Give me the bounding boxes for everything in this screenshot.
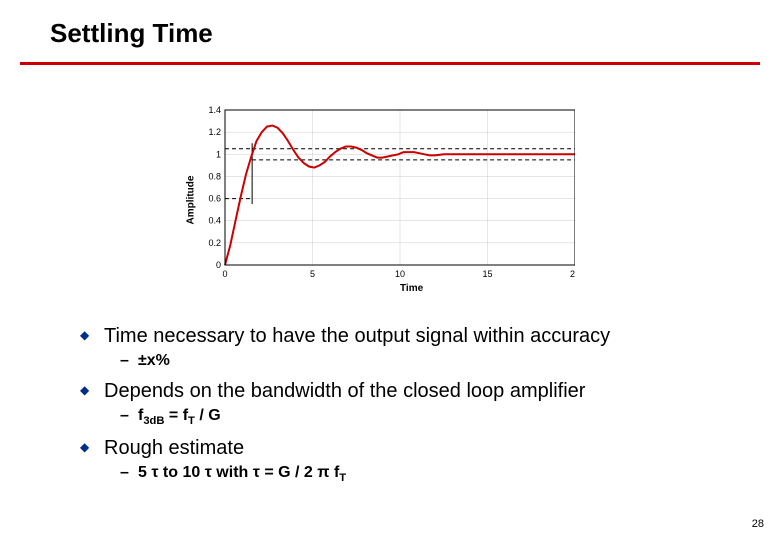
svg-text:10: 10	[395, 269, 405, 279]
svg-text:0.6: 0.6	[208, 194, 221, 204]
bullet-3: Rough estimate	[80, 437, 720, 460]
svg-text:0.4: 0.4	[208, 216, 221, 226]
svg-text:1: 1	[216, 149, 221, 159]
svg-text:20: 20	[570, 269, 575, 279]
chart-svg: 0 0.2 0.4 0.6 0.8 1 1.2 1.4 0 5 10 15 20	[205, 105, 575, 280]
bullet-1: Time necessary to have the output signal…	[80, 325, 720, 348]
svg-text:0.8: 0.8	[208, 171, 221, 181]
settling-chart: Amplitude 00.20.40.60.811.21.405101520 T…	[205, 105, 575, 295]
page-title: Settling Time	[50, 18, 213, 49]
bullet-1-sub: ±x%	[120, 352, 720, 370]
svg-text:5: 5	[310, 269, 315, 279]
bullet-list: Time necessary to have the output signal…	[80, 325, 720, 494]
page-number: 28	[752, 518, 764, 530]
bullet-2: Depends on the bandwidth of the closed l…	[80, 380, 720, 403]
svg-text:1.2: 1.2	[208, 127, 221, 137]
svg-text:0: 0	[216, 260, 221, 270]
svg-text:0: 0	[222, 269, 227, 279]
svg-text:1.4: 1.4	[208, 105, 221, 115]
svg-text:0.2: 0.2	[208, 238, 221, 248]
svg-text:15: 15	[482, 269, 492, 279]
bullet-3-sub: 5 τ to 10 τ with τ = G / 2 π fT	[120, 464, 720, 484]
chart-xlabel: Time	[400, 283, 423, 294]
title-rule	[20, 62, 760, 65]
chart-ylabel: Amplitude	[186, 176, 197, 225]
bullet-2-sub: f3dB = fT / G	[120, 407, 720, 427]
